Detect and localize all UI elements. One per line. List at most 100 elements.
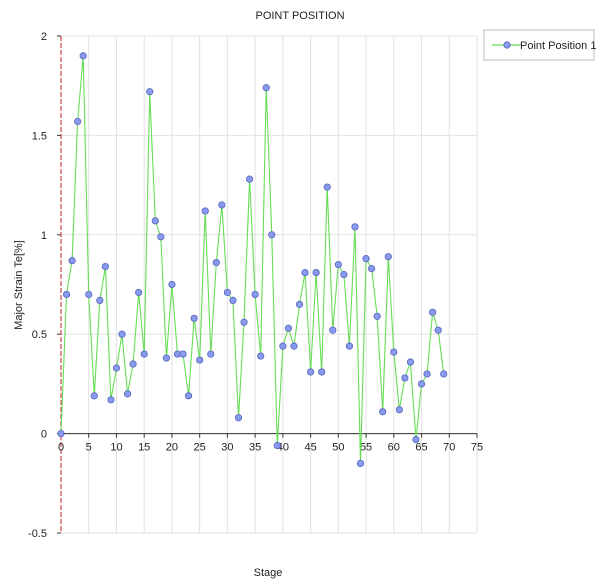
x-tick-label: 5 (86, 442, 92, 454)
data-point (257, 352, 265, 360)
x-tick-labels: 0 5 10 15 20 25 30 35 40 45 50 55 60 65 70 75 (58, 442, 483, 454)
legend-marker-swatch (503, 41, 511, 49)
data-point (207, 350, 215, 358)
data-point (434, 326, 442, 334)
data-point (101, 263, 109, 271)
data-point (273, 441, 281, 450)
data-point (429, 308, 437, 316)
data-point (312, 268, 320, 277)
data-point (79, 52, 87, 60)
data-point (401, 374, 409, 382)
x-tick-label: 0 (58, 442, 64, 454)
data-point (151, 217, 159, 225)
data-point (201, 207, 209, 215)
data-point (440, 370, 448, 378)
data-point (107, 396, 115, 404)
x-tick-label: 15 (138, 442, 150, 454)
y-tick-label: 1 (41, 230, 47, 242)
data-point (223, 288, 231, 297)
x-tick-label: 70 (443, 442, 455, 454)
data-point (379, 408, 387, 416)
data-point (368, 264, 376, 273)
data-point (251, 290, 259, 299)
data-point (240, 318, 248, 326)
data-point (284, 324, 293, 332)
y-tick-label: 2 (41, 31, 47, 43)
data-point (323, 183, 331, 191)
data-point (184, 392, 193, 400)
data-point (179, 350, 187, 358)
data-point (417, 380, 426, 388)
y-tick-labels: -0.5 0 0.5 1 1.5 2 (28, 31, 47, 540)
data-point (162, 354, 170, 362)
data-point (196, 356, 204, 364)
data-point (345, 342, 354, 350)
series-line (60, 55, 445, 464)
data-point (295, 300, 304, 308)
data-point (74, 117, 82, 126)
data-point (356, 459, 365, 468)
x-tick-label: 75 (471, 442, 483, 454)
data-point (262, 84, 270, 92)
data-point (229, 296, 237, 305)
data-point (373, 312, 381, 320)
data-point (351, 223, 359, 231)
y-tick-label: 0.5 (32, 329, 47, 341)
y-tick-label: 1.5 (32, 130, 47, 142)
y-axis-title: Major Strain Te[%] (13, 240, 25, 330)
legend-entry-point-position-1: Point Position 1 (520, 40, 596, 52)
data-point (112, 364, 121, 372)
chart-title: POINT POSITION (255, 10, 344, 22)
data-point (85, 290, 93, 299)
data-point (190, 314, 198, 322)
data-point (146, 88, 154, 96)
data-point (268, 231, 276, 239)
x-tick-label: 50 (332, 442, 344, 454)
y-tick-label: -0.5 (28, 528, 47, 540)
x-tick-label: 55 (360, 442, 372, 454)
y-tick-label: 0 (41, 429, 47, 441)
x-tick-label: 25 (194, 442, 206, 454)
data-point (123, 390, 132, 398)
grid-lines (61, 35, 478, 534)
data-point (406, 358, 415, 366)
data-point (279, 342, 287, 350)
data-point (245, 175, 254, 183)
data-point (334, 261, 342, 269)
data-point (140, 350, 148, 358)
data-point (57, 429, 65, 438)
data-point (90, 392, 98, 400)
x-tick-label: 10 (110, 442, 122, 454)
x-tick-label: 65 (415, 442, 427, 454)
data-point (301, 268, 309, 277)
data-point (362, 255, 370, 263)
data-point (384, 253, 392, 261)
x-tick-label: 20 (166, 442, 178, 454)
data-point (423, 370, 431, 378)
x-tick-label: 35 (249, 442, 261, 454)
data-point (96, 296, 104, 305)
data-point (118, 330, 126, 338)
data-point (212, 259, 220, 267)
legend[interactable]: Point Position 1 (483, 29, 596, 61)
data-point (318, 368, 326, 376)
data-point (412, 435, 420, 444)
data-point (306, 368, 315, 376)
data-point (135, 288, 143, 297)
data-point (129, 360, 137, 368)
x-tick-label: 45 (304, 442, 316, 454)
data-point (390, 348, 398, 356)
data-point (290, 342, 298, 350)
data-point (62, 290, 71, 299)
data-point (68, 257, 76, 265)
data-point (340, 270, 348, 279)
x-axis-title: Stage (254, 567, 283, 579)
data-point (234, 414, 243, 422)
data-point (395, 406, 403, 414)
series-point-position-1 (57, 52, 448, 468)
data-point (218, 201, 226, 209)
x-tick-label: 60 (388, 442, 400, 454)
data-point (329, 326, 337, 334)
